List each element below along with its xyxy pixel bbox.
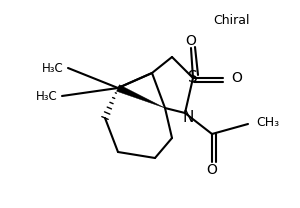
Text: O: O	[186, 34, 196, 48]
Text: O: O	[207, 163, 218, 177]
Text: S: S	[188, 71, 198, 85]
Text: CH₃: CH₃	[256, 115, 279, 129]
Polygon shape	[117, 85, 165, 108]
Text: N: N	[182, 110, 194, 125]
Text: H₃C: H₃C	[36, 89, 58, 103]
Text: O: O	[231, 71, 242, 85]
Text: Chiral: Chiral	[214, 14, 250, 26]
Text: H₃C: H₃C	[42, 62, 64, 74]
